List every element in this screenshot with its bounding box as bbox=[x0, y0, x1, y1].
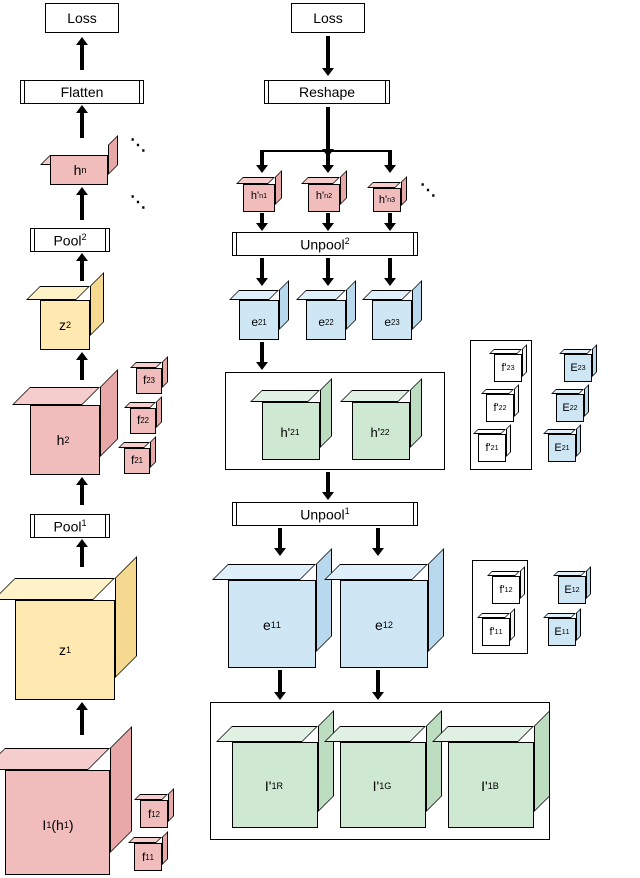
reshape-edge-l bbox=[264, 80, 269, 104]
E2-2-label: E22 bbox=[556, 398, 584, 418]
unpool1-op: Unpool1 bbox=[232, 502, 418, 526]
arrow-hpn3-down bbox=[388, 213, 392, 223]
z1-label: z1 bbox=[50, 640, 80, 660]
reshape-label: Reshape bbox=[299, 84, 355, 100]
arrow-hn-to-flatten bbox=[80, 113, 84, 138]
arrow-flatten-to-loss bbox=[80, 45, 84, 70]
flatten-edge-l bbox=[20, 80, 25, 104]
dots-hn-top: ⋱ bbox=[130, 135, 146, 155]
E1-1-label: E11 bbox=[548, 622, 576, 642]
branch-arrow-1 bbox=[260, 150, 264, 165]
unpool2-label: Unpool2 bbox=[300, 236, 349, 253]
arrow-unp2-e3 bbox=[388, 258, 392, 278]
branch-arrow-2 bbox=[326, 150, 330, 165]
pool1-op: Pool1 bbox=[30, 514, 110, 538]
loss-box-right: Loss bbox=[291, 3, 365, 33]
f2-2-label: f22 bbox=[130, 410, 156, 430]
h2-label: h2 bbox=[48, 430, 78, 450]
arrow-loss-to-reshape bbox=[326, 36, 330, 68]
pool1-edge-r bbox=[105, 514, 110, 538]
hpn2-label: h'n2 bbox=[308, 186, 340, 206]
pool1-edge-l bbox=[30, 514, 35, 538]
hpn3-label: h'n3 bbox=[373, 190, 401, 210]
flatten-op: Flatten bbox=[20, 80, 144, 104]
z2-label: z2 bbox=[50, 315, 80, 335]
loss-box-left: Loss bbox=[45, 3, 119, 33]
unpool1-edge-l bbox=[232, 502, 237, 526]
unpool1-label: Unpool1 bbox=[300, 506, 349, 523]
hp2-2-label: h'22 bbox=[360, 422, 400, 442]
f2-3-label: f23 bbox=[136, 370, 162, 390]
flatten-edge-r bbox=[139, 80, 144, 104]
E1-2-label: E12 bbox=[558, 580, 586, 600]
unpool1-edge-r bbox=[413, 502, 418, 526]
loss-left-label: Loss bbox=[67, 10, 97, 26]
reshape-edge-r bbox=[385, 80, 390, 104]
e1-1-label: e11 bbox=[254, 615, 290, 635]
unpool2-edge-r bbox=[413, 232, 418, 256]
arrow-unp2-e1 bbox=[260, 258, 264, 278]
IpB-label: I'1B bbox=[472, 776, 508, 796]
hn-label: hn bbox=[60, 160, 100, 180]
arrow-reshape-down bbox=[326, 107, 330, 149]
pool1-label: Pool1 bbox=[53, 518, 86, 535]
pool2-edge-l bbox=[30, 228, 35, 252]
arrow-pool1-to-h2 bbox=[80, 485, 84, 505]
IpG-label: I'1G bbox=[364, 776, 400, 796]
flatten-label: Flatten bbox=[61, 84, 104, 100]
arrow-z2-to-pool2 bbox=[80, 261, 84, 281]
e2-1-label: e21 bbox=[241, 312, 277, 332]
dots-hpn: ⋱ bbox=[420, 180, 436, 200]
e2-2-label: e22 bbox=[308, 312, 344, 332]
arrow-hpn2-down bbox=[326, 213, 330, 223]
arrow-e1-to-out2 bbox=[376, 670, 380, 692]
branch-arrow-3 bbox=[388, 150, 392, 165]
arrow-hpn1-down bbox=[260, 213, 264, 223]
E2-1-label: E21 bbox=[548, 438, 576, 458]
arrow-e2-to-cont bbox=[260, 342, 264, 362]
e1-2-label: e12 bbox=[366, 615, 402, 635]
arrow-unp1-e12 bbox=[376, 528, 380, 548]
dots-hn-bot: ⋱ bbox=[130, 192, 146, 212]
f1-2-label: f12 bbox=[140, 804, 168, 824]
f2-1-label: f21 bbox=[124, 450, 150, 470]
arrow-e1-to-out1 bbox=[278, 670, 282, 692]
fp2-3-label: f'23 bbox=[494, 358, 522, 378]
I1-label: I1 (h1) bbox=[25, 815, 91, 835]
fp2-1-label: f'21 bbox=[478, 438, 506, 458]
fp1-1-label: f'11 bbox=[482, 622, 510, 642]
fp2-2-label: f'22 bbox=[486, 398, 514, 418]
hpn1-label: h'n1 bbox=[243, 186, 275, 206]
IpR-label: I'1R bbox=[256, 776, 292, 796]
arrow-unp1-e11 bbox=[278, 528, 282, 548]
pool2-edge-r bbox=[105, 228, 110, 252]
unpool2-op: Unpool2 bbox=[232, 232, 418, 256]
hp2-1-label: h'21 bbox=[270, 422, 310, 442]
arrow-unp2-e2 bbox=[326, 258, 330, 278]
pool2-label: Pool2 bbox=[53, 232, 86, 249]
reshape-op: Reshape bbox=[264, 80, 390, 104]
loss-right-label: Loss bbox=[313, 10, 343, 26]
arrow-pool2-to-hn bbox=[80, 195, 84, 220]
arrow-z1-to-pool1 bbox=[80, 547, 84, 567]
e2-3-label: e23 bbox=[374, 312, 410, 332]
f1-1-label: f11 bbox=[134, 847, 162, 867]
fp1-2-label: f'12 bbox=[492, 580, 520, 600]
arrow-hp2-to-unp1 bbox=[326, 472, 330, 492]
arrow-I1-to-z1 bbox=[80, 710, 84, 735]
arrow-h2-to-z2 bbox=[80, 360, 84, 380]
pool2-op: Pool2 bbox=[30, 228, 110, 252]
E2-3-label: E23 bbox=[564, 358, 592, 378]
unpool2-edge-l bbox=[232, 232, 237, 256]
